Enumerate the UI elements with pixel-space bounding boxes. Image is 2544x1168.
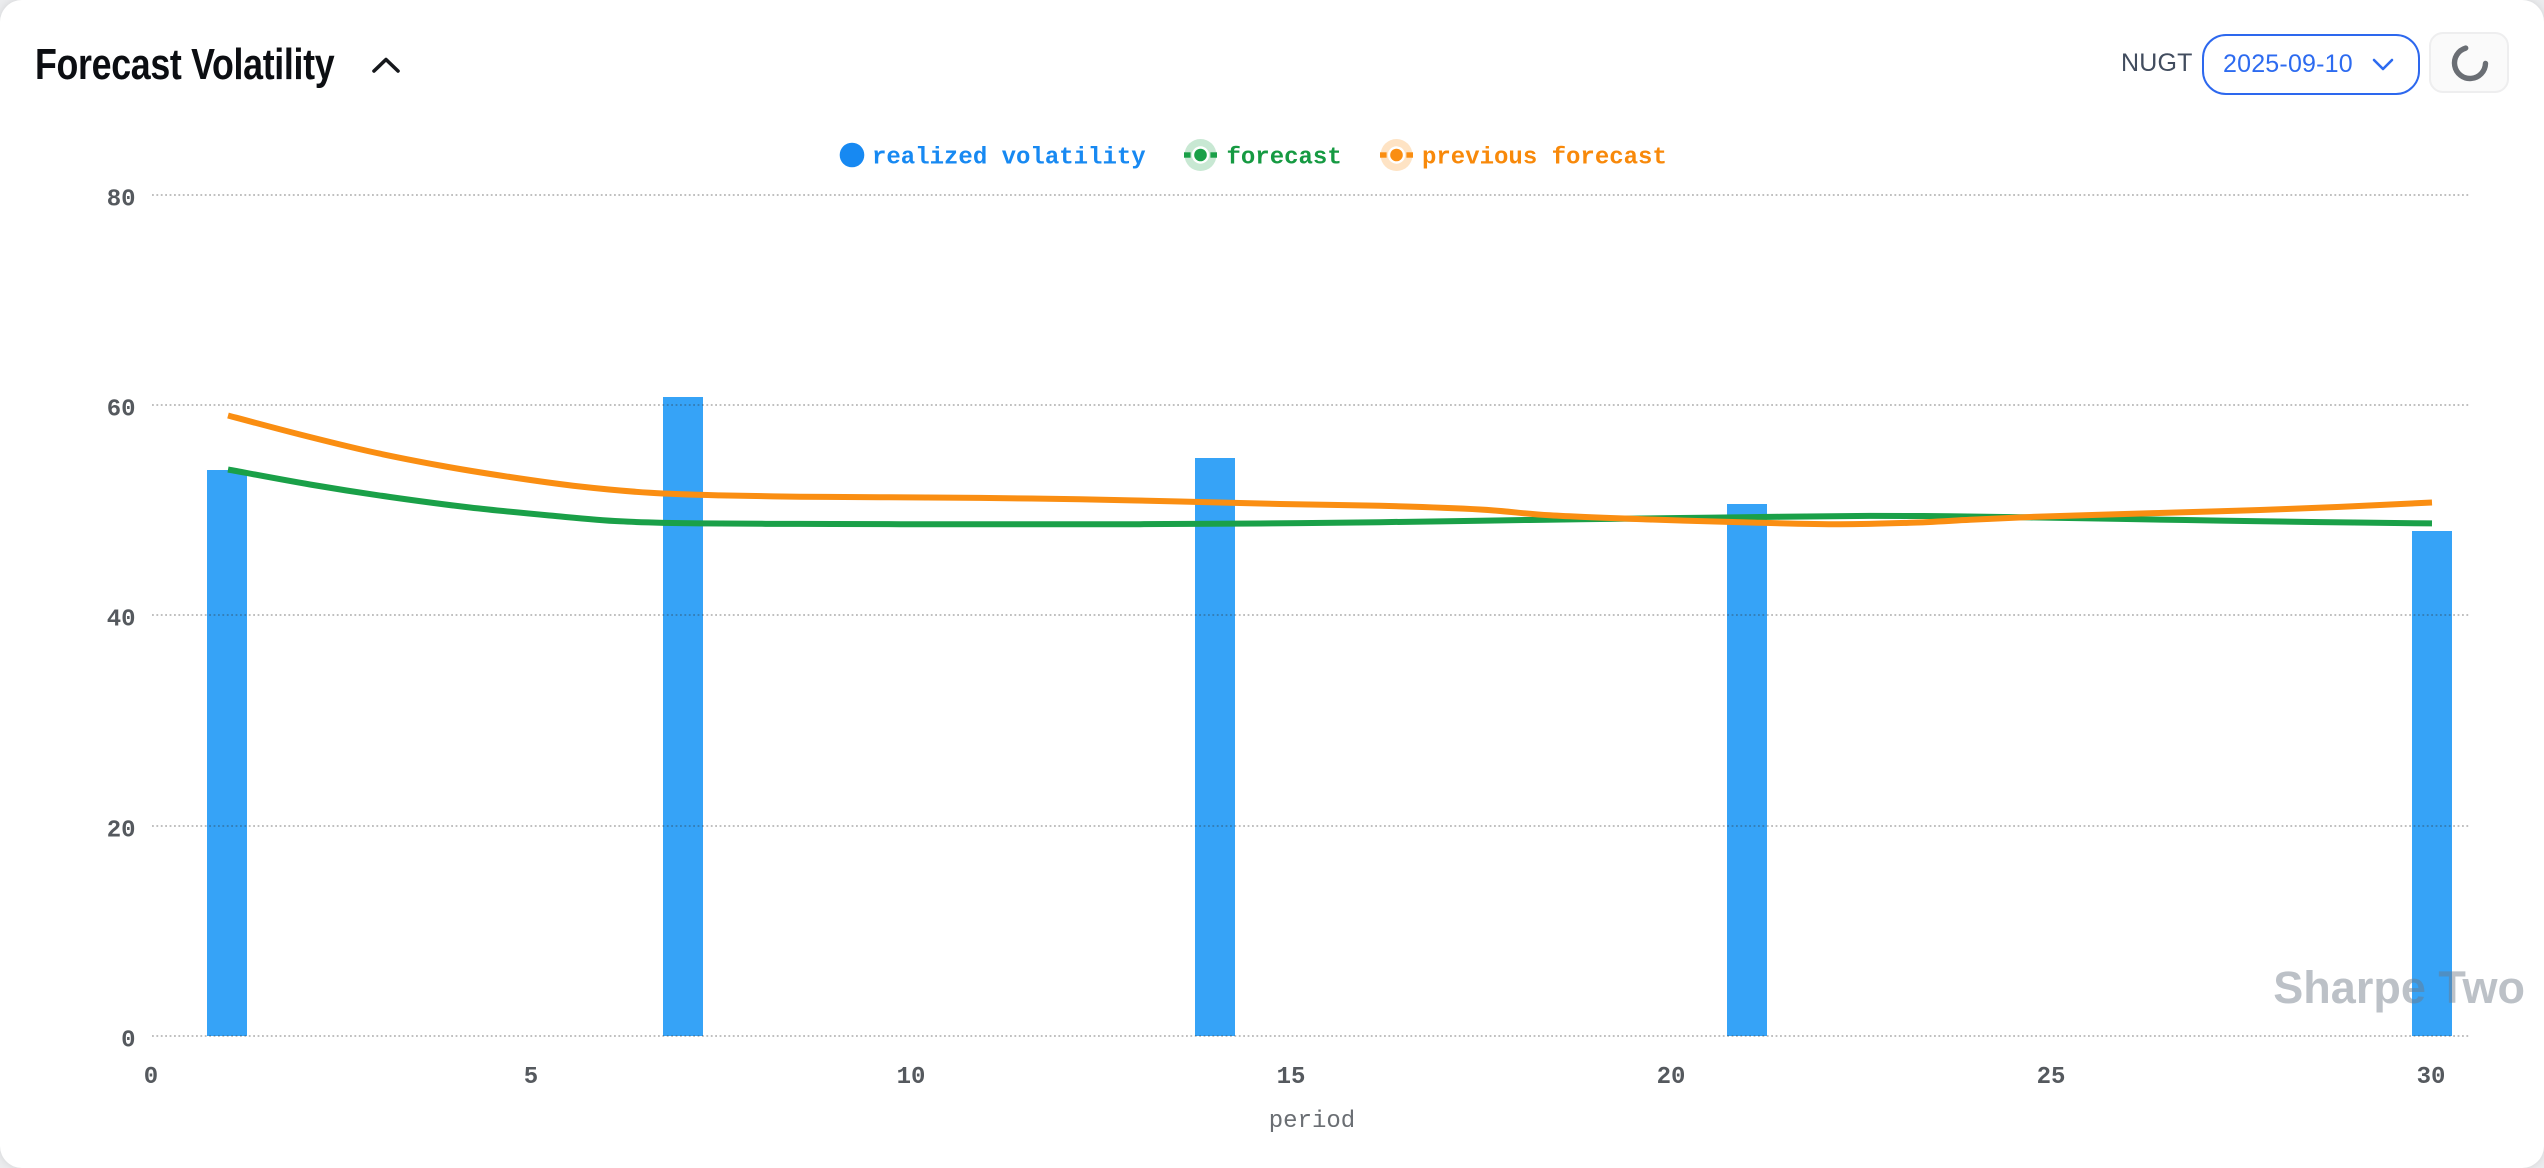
svg-text:forecast: forecast xyxy=(1227,145,1342,172)
svg-text:20: 20 xyxy=(107,817,136,844)
svg-text:80: 80 xyxy=(107,186,136,213)
svg-text:period: period xyxy=(1269,1108,1355,1135)
svg-text:15: 15 xyxy=(1277,1064,1306,1091)
svg-text:previous forecast: previous forecast xyxy=(1422,145,1667,172)
svg-text:0: 0 xyxy=(144,1064,158,1091)
svg-text:30: 30 xyxy=(2417,1064,2446,1091)
svg-text:10: 10 xyxy=(897,1064,926,1091)
svg-text:25: 25 xyxy=(2037,1064,2066,1091)
svg-text:40: 40 xyxy=(107,606,136,633)
svg-text:realized volatility: realized volatility xyxy=(872,145,1146,172)
svg-text:60: 60 xyxy=(107,396,136,423)
svg-text:20: 20 xyxy=(1657,1064,1686,1091)
svg-text:5: 5 xyxy=(524,1064,538,1091)
svg-text:0: 0 xyxy=(121,1027,135,1054)
